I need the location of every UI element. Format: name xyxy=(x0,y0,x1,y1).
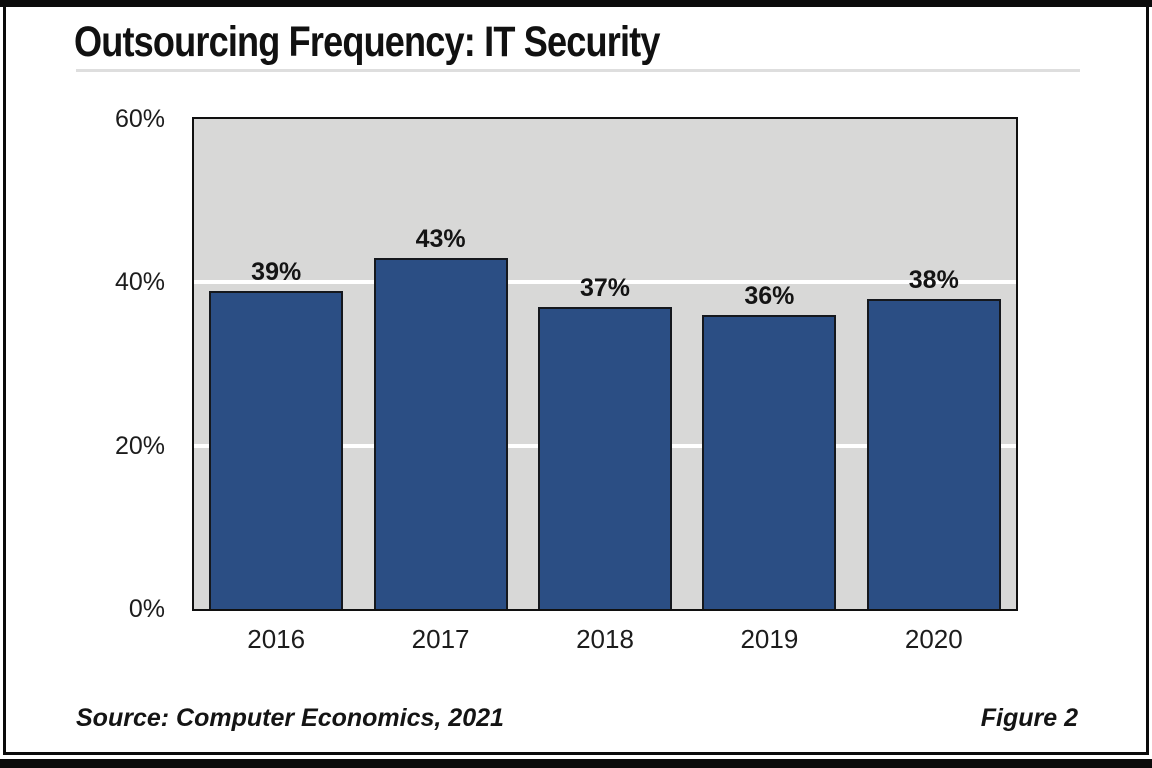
x-axis-label: 2016 xyxy=(247,624,306,654)
title-divider xyxy=(76,69,1080,72)
y-axis-label: 0% xyxy=(128,595,165,623)
bar-2018 xyxy=(538,306,672,609)
figure-number: Figure 2 xyxy=(980,704,1078,732)
bar-value-label: 39% xyxy=(251,257,302,286)
source-note: Source: Computer Economics, 2021 xyxy=(76,704,504,732)
y-axis-label: 60% xyxy=(114,105,165,133)
bottom-border-bar xyxy=(0,759,1152,768)
bar-2017 xyxy=(373,257,508,609)
chart-title: Outsourcing Frequency: IT Security xyxy=(74,18,660,66)
bar-value-label: 37% xyxy=(579,273,631,302)
bar-2016 xyxy=(209,290,344,609)
top-border-bar xyxy=(0,0,1152,7)
bar-value-label: 36% xyxy=(744,282,795,310)
y-axis-labels: 0% 20% 40% 60% xyxy=(40,0,165,700)
bar-2020 xyxy=(866,298,1001,609)
y-axis-label: 40% xyxy=(114,268,165,297)
x-axis-label: 2018 xyxy=(576,624,634,654)
x-axis-label: 2017 xyxy=(411,624,470,654)
x-axis-labels: 2016 2017 2018 2019 2020 xyxy=(194,623,1016,655)
y-axis-label: 20% xyxy=(114,431,165,460)
x-axis-label: 2020 xyxy=(904,624,963,654)
bar-value-label: 38% xyxy=(908,265,959,294)
plot-area: 39% 43% 37% 36% 38% xyxy=(192,117,1018,611)
bar-value-label: 43% xyxy=(415,224,466,253)
x-axis-label: 2019 xyxy=(740,624,799,654)
figure-frame xyxy=(3,5,1149,755)
bar-2019 xyxy=(702,315,837,609)
gridline-40 xyxy=(194,280,1016,285)
